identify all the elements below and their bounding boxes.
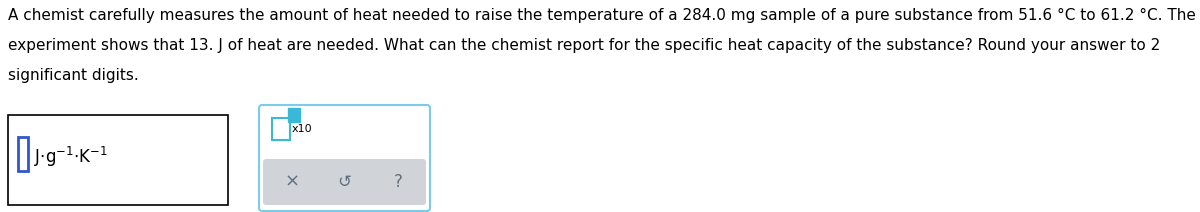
FancyBboxPatch shape xyxy=(263,159,426,205)
Text: ↺: ↺ xyxy=(337,173,350,191)
Bar xyxy=(288,108,300,122)
FancyBboxPatch shape xyxy=(259,105,430,211)
Text: ?: ? xyxy=(394,173,402,191)
Text: experiment shows that 13. J of heat are needed. What can the chemist report for : experiment shows that 13. J of heat are … xyxy=(8,38,1160,53)
Text: x10: x10 xyxy=(292,124,313,134)
Text: J$\cdot$g$^{-1}$$\cdot$K$^{-1}$: J$\cdot$g$^{-1}$$\cdot$K$^{-1}$ xyxy=(34,145,108,169)
Text: ×: × xyxy=(284,173,300,191)
Bar xyxy=(272,118,290,140)
Text: A chemist carefully measures the amount of heat needed to raise the temperature : A chemist carefully measures the amount … xyxy=(8,8,1196,23)
Text: significant digits.: significant digits. xyxy=(8,68,139,83)
Bar xyxy=(18,137,28,171)
Bar xyxy=(8,115,228,205)
